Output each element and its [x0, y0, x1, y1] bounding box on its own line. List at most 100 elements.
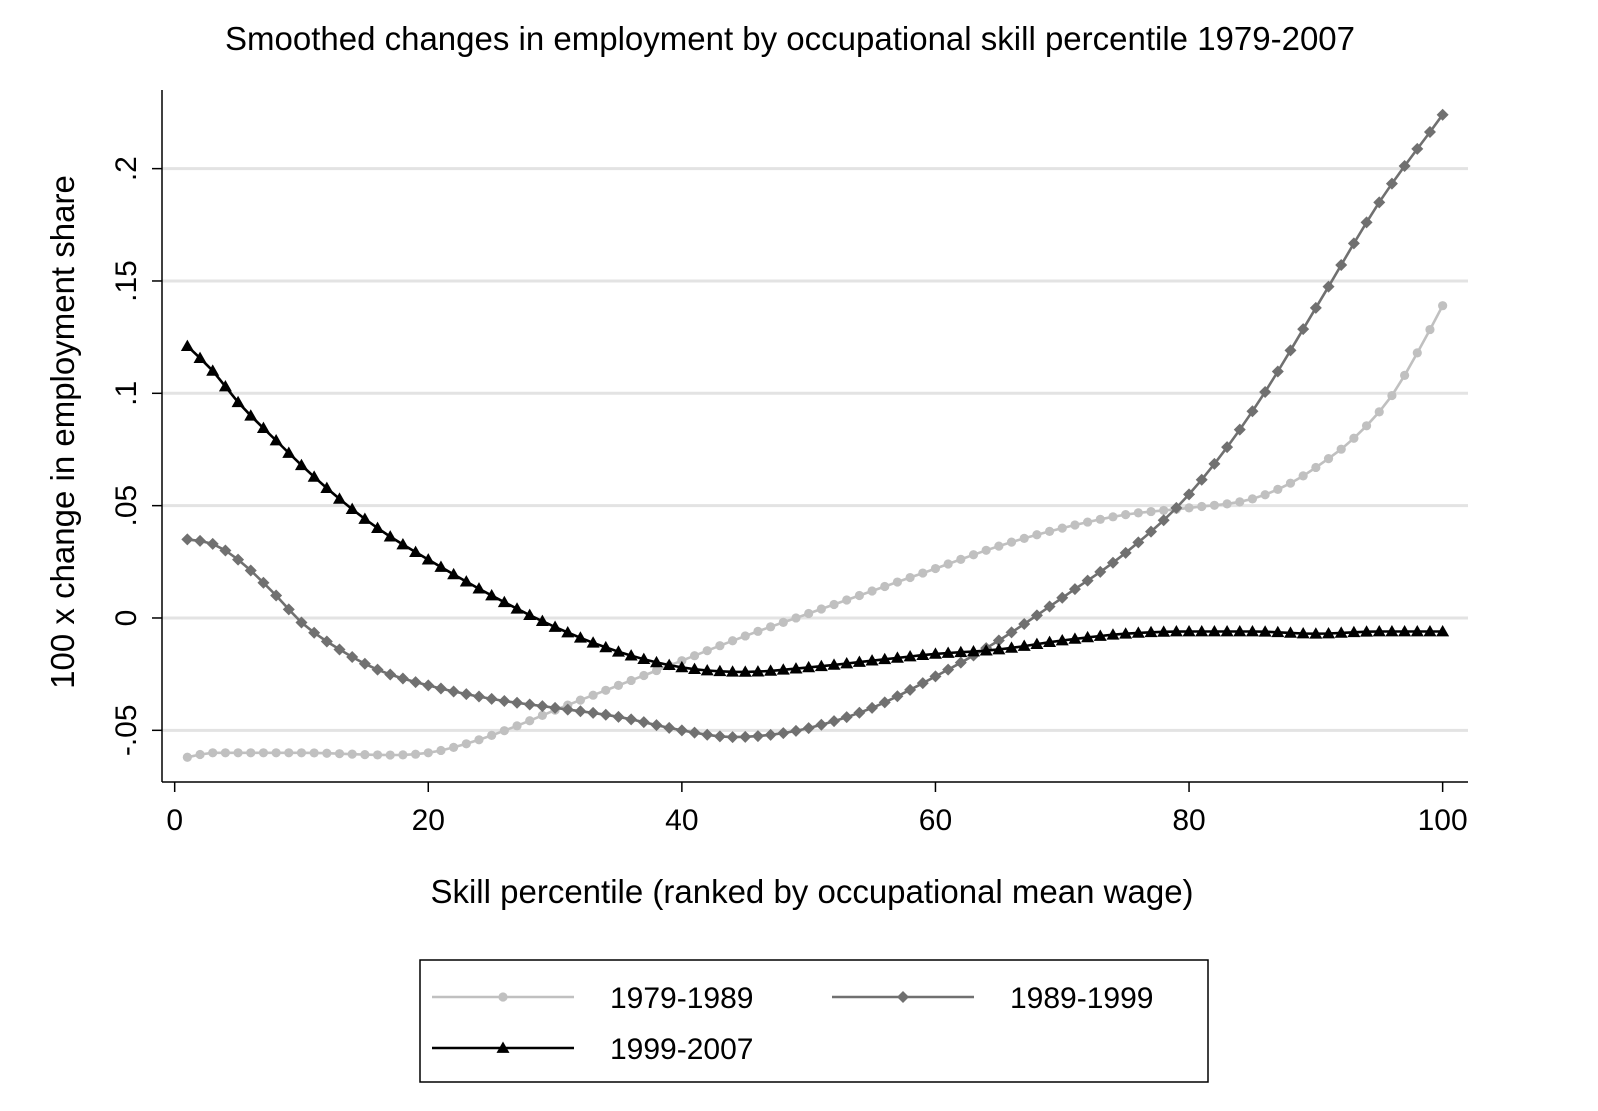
data-point	[345, 502, 359, 515]
data-point	[195, 749, 205, 760]
data-point	[1284, 344, 1297, 357]
data-point	[802, 722, 815, 735]
data-point	[916, 648, 930, 661]
data-point	[271, 748, 281, 758]
data-point	[220, 748, 230, 758]
legend-item-1979-1989: 1979-1989	[432, 982, 753, 1015]
data-point	[1298, 471, 1308, 481]
data-point	[867, 586, 877, 596]
data-point	[650, 719, 663, 732]
data-point	[954, 656, 967, 669]
data-point	[1132, 536, 1145, 549]
data-point	[601, 685, 611, 695]
data-point	[1184, 503, 1194, 513]
data-point	[1195, 473, 1208, 486]
data-point	[840, 656, 854, 669]
data-point	[1335, 258, 1348, 271]
data-point	[1157, 514, 1170, 527]
legend-label: 1979-1989	[610, 982, 753, 1015]
data-point	[1336, 444, 1346, 454]
data-point	[1081, 574, 1094, 587]
data-point	[804, 608, 814, 619]
data-point	[1030, 637, 1044, 649]
data-point	[523, 698, 536, 711]
data-point	[740, 631, 750, 641]
data-point	[878, 696, 891, 709]
data-point	[675, 724, 688, 737]
data-point	[791, 613, 801, 623]
data-point	[447, 685, 460, 698]
data-point	[866, 701, 879, 714]
legend-label: 1999-2007	[610, 1033, 753, 1066]
data-point	[612, 710, 625, 723]
data-point	[1233, 423, 1246, 436]
data-point	[764, 664, 778, 676]
data-point	[561, 625, 575, 638]
data-point	[854, 590, 864, 601]
data-point	[1094, 565, 1107, 578]
data-point	[1385, 177, 1398, 190]
data-point	[677, 656, 687, 666]
data-point	[1068, 632, 1082, 644]
data-point	[789, 724, 802, 737]
data-point	[182, 752, 192, 762]
data-point	[1093, 629, 1107, 641]
data-point	[1438, 301, 1448, 311]
data-point	[498, 694, 511, 707]
data-point	[943, 559, 953, 569]
data-point	[1081, 630, 1095, 643]
data-point	[322, 748, 332, 758]
data-point	[1233, 624, 1247, 637]
x-ticks: 0 20 40 60 80 100	[166, 782, 1468, 837]
data-point	[1005, 626, 1018, 639]
data-point	[1032, 530, 1042, 540]
data-point	[1183, 488, 1196, 501]
data-point	[1017, 639, 1031, 651]
data-point	[1095, 514, 1105, 524]
data-point	[701, 728, 714, 741]
data-point	[1387, 390, 1397, 401]
data-point	[892, 577, 903, 587]
data-point	[829, 599, 839, 610]
data-point	[218, 380, 232, 392]
data-point	[181, 533, 194, 546]
data-point	[1322, 280, 1335, 293]
data-point	[282, 603, 295, 616]
data-point	[1271, 625, 1285, 638]
legend-marker	[498, 992, 508, 1002]
data-point	[1436, 108, 1449, 121]
data-point	[814, 659, 828, 672]
data-point	[1247, 494, 1258, 504]
data-point	[639, 670, 649, 681]
legend: 1979-1989 1989-1999 1999-2007	[419, 959, 1209, 1083]
data-point	[497, 595, 511, 608]
data-point	[1410, 624, 1424, 637]
data-point	[587, 706, 600, 719]
x-tick-label: 0	[166, 804, 183, 837]
data-point	[1436, 624, 1450, 637]
data-point	[449, 742, 459, 752]
data-point	[929, 670, 942, 683]
data-point	[928, 647, 942, 659]
data-point	[334, 749, 345, 759]
data-point	[256, 421, 270, 434]
data-point	[1182, 624, 1196, 637]
data-point	[270, 589, 283, 602]
data-point	[624, 649, 638, 661]
data-point	[1159, 505, 1169, 516]
data-point	[626, 675, 636, 686]
data-point	[1169, 625, 1183, 637]
data-point	[537, 710, 547, 720]
gridlines	[162, 167, 1468, 732]
y-ticks: -.05 0 .05 .1 .15 .2	[110, 156, 162, 756]
data-point	[1057, 523, 1067, 533]
data-point	[436, 745, 446, 756]
data-point	[1347, 625, 1361, 638]
data-point	[903, 649, 917, 662]
legend-marker	[897, 991, 909, 1003]
data-point	[637, 652, 651, 665]
data-point	[385, 750, 395, 760]
data-point	[294, 458, 308, 471]
data-point	[193, 351, 207, 363]
data-point	[777, 727, 790, 740]
